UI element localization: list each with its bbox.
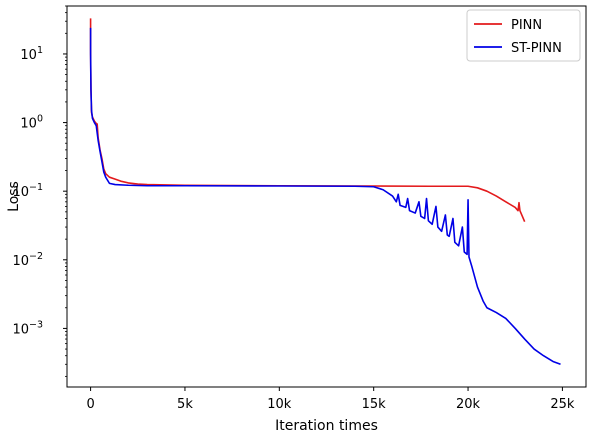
legend-label: ST-PINN (511, 41, 562, 56)
x-tick-label: 5k (177, 397, 193, 412)
series-line-pinn (89, 18, 526, 222)
legend-box (466, 9, 581, 62)
y-tick-label-base: 10 (20, 117, 37, 132)
y-tick-label: 10−3 (12, 319, 43, 337)
y-tick-label-base: 10 (12, 254, 29, 269)
y-tick-label-exp: −1 (29, 182, 43, 193)
y-axis-label: Loss (6, 181, 22, 212)
x-tick-label: 10k (267, 397, 292, 412)
x-tick-label: 25k (550, 397, 575, 412)
y-tick-label: 10−2 (12, 251, 43, 269)
y-tick-label-exp: 0 (37, 114, 43, 125)
x-tick-label: 15k (362, 397, 387, 412)
x-axis-ticks: 0 5k 10k 15k 20k 25k (86, 387, 575, 412)
series-layer (89, 18, 561, 366)
y-tick-label-base: 10 (12, 322, 29, 337)
x-axis-label: Iteration times (275, 418, 378, 434)
plot-frame (66, 5, 587, 388)
y-tick-label-exp: −3 (29, 319, 43, 330)
series-line-st-pinn (89, 27, 561, 366)
y-tick-label-base: 10 (12, 185, 29, 200)
legend-label: PINN (511, 18, 542, 33)
y-tick-label: 101 (20, 45, 43, 63)
y-tick-label-exp: −2 (29, 251, 43, 262)
legend: PINN ST-PINN (466, 9, 581, 62)
y-tick-label-exp: 1 (37, 45, 43, 56)
y-tick-label: 100 (20, 114, 43, 132)
x-tick-label: 0 (86, 397, 94, 412)
y-tick-label-base: 10 (20, 48, 37, 63)
x-tick-label: 20k (456, 397, 481, 412)
y-tick-label: 10−1 (12, 182, 43, 200)
